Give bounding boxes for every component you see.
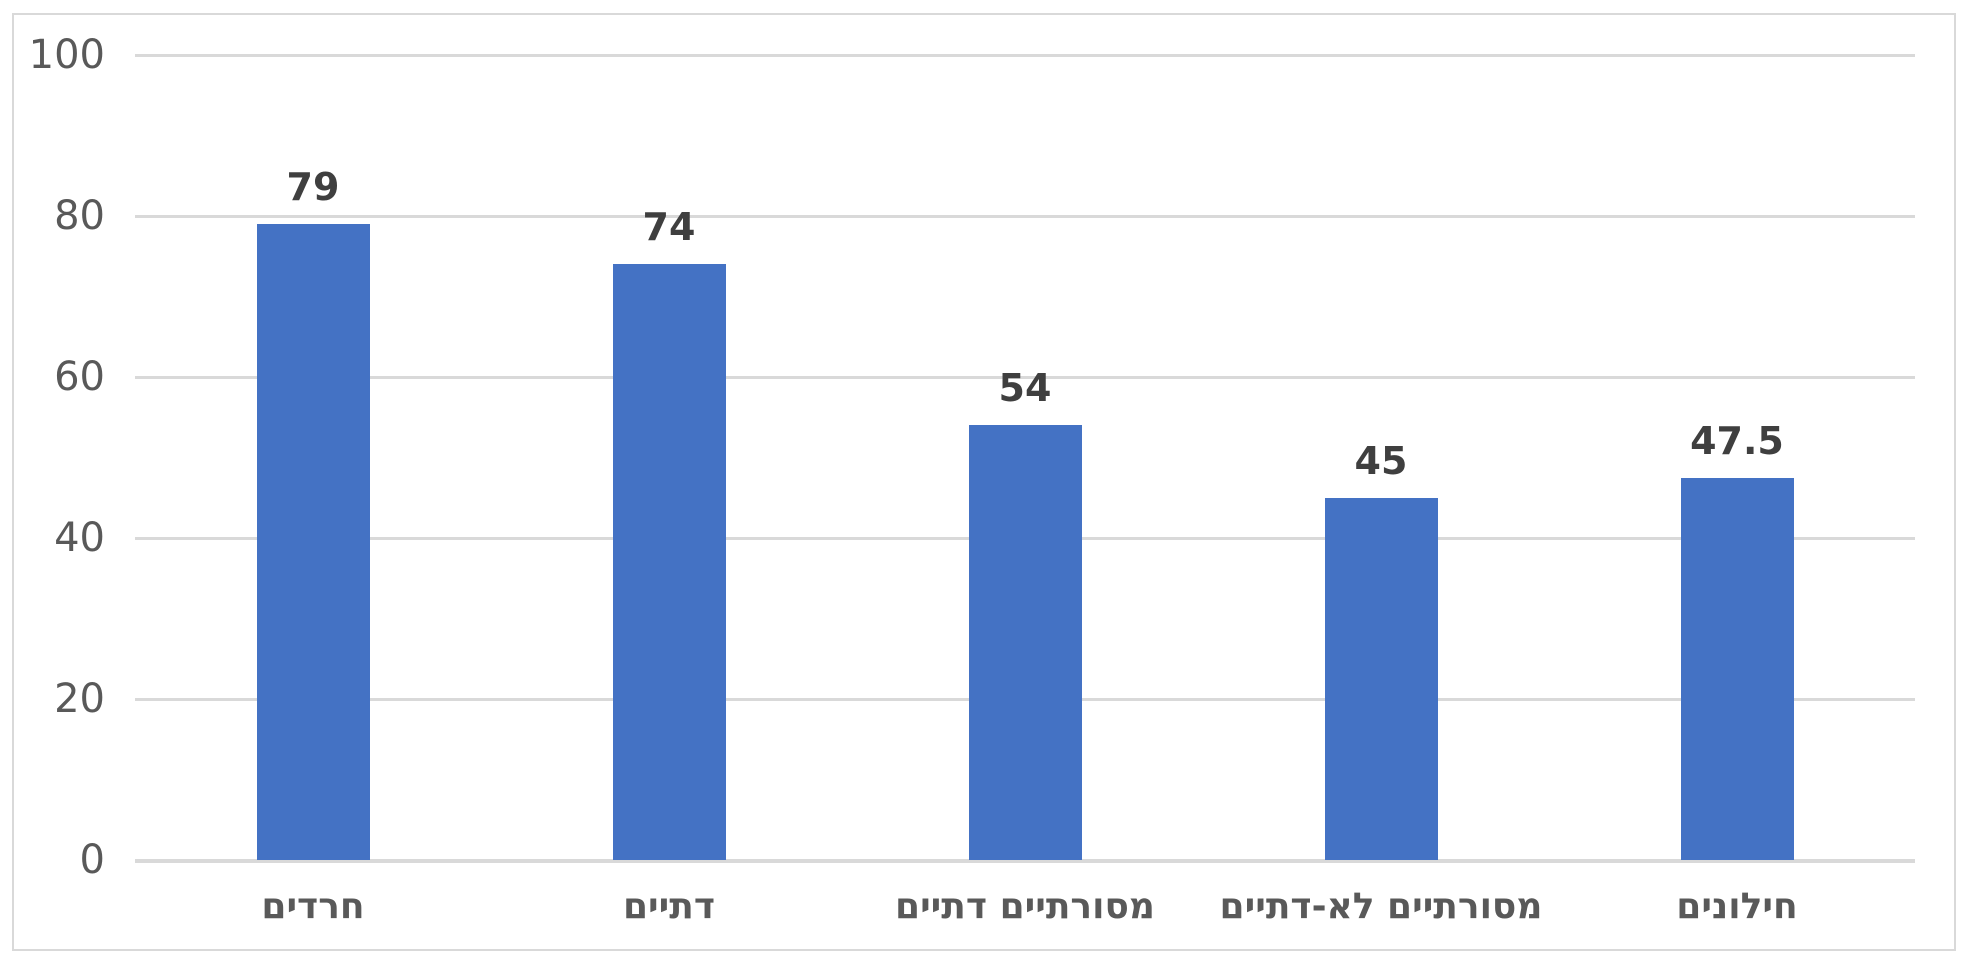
bar-2 bbox=[612, 264, 726, 860]
bar-value-label: 79 bbox=[286, 165, 340, 210]
category-label: מסורתיים לא-דתיים bbox=[1219, 886, 1543, 927]
bar-value-label: 45 bbox=[1354, 438, 1408, 483]
y-axis-tick-label: 80 bbox=[54, 193, 105, 239]
y-axis-tick-label: 60 bbox=[54, 354, 105, 400]
gridline bbox=[135, 859, 1915, 863]
y-axis-tick-label: 40 bbox=[54, 515, 105, 561]
gridline bbox=[135, 215, 1915, 218]
bar-3 bbox=[968, 425, 1082, 860]
category-label: חרדים bbox=[261, 886, 365, 927]
bar-value-label: 47.5 bbox=[1690, 418, 1784, 463]
gridline bbox=[135, 54, 1915, 57]
y-axis-tick-label: 100 bbox=[28, 32, 105, 78]
category-label: חילונים bbox=[1676, 886, 1798, 927]
bar-1 bbox=[256, 224, 370, 860]
gridline bbox=[135, 376, 1915, 379]
bar-5 bbox=[1680, 477, 1794, 860]
bar-value-label: 54 bbox=[998, 366, 1052, 411]
category-label: דתיים bbox=[622, 886, 716, 927]
y-axis-tick-label: 20 bbox=[54, 676, 105, 722]
y-axis-tick-label: 0 bbox=[79, 837, 105, 883]
category-label: מסורתיים דתיים bbox=[895, 886, 1155, 927]
bar-4 bbox=[1324, 497, 1438, 860]
bar-value-label: 74 bbox=[642, 205, 696, 250]
